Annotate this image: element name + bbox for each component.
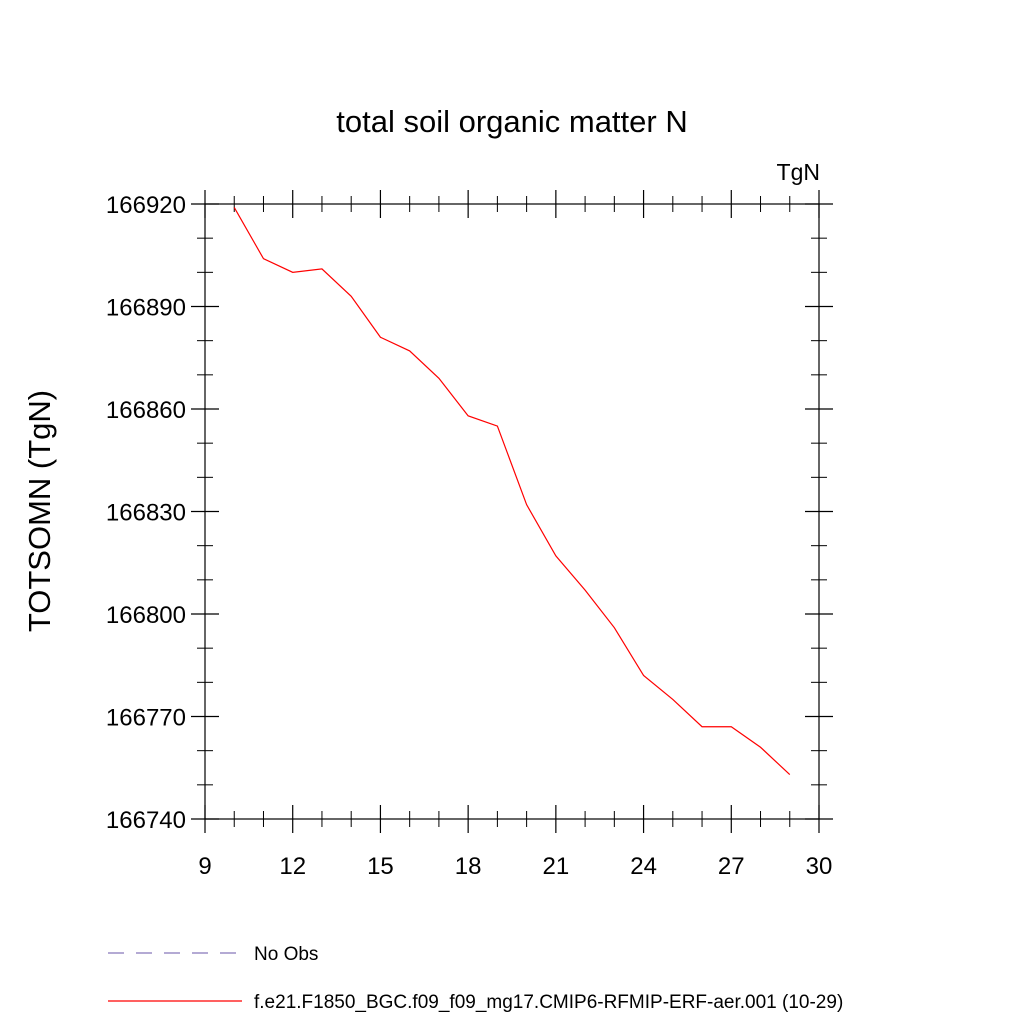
y-tick-label: 166830 [106, 500, 186, 527]
x-tick-label: 15 [367, 853, 394, 880]
units-label: TgN [777, 159, 820, 185]
y-tick-label: 166770 [106, 705, 186, 732]
x-tick-label: 27 [718, 853, 745, 880]
chart-title: total soil organic matter N [336, 104, 687, 139]
x-tick-label: 24 [630, 853, 657, 880]
legend-label-1: No Obs [254, 944, 318, 965]
y-tick-label: 166890 [106, 295, 186, 322]
legend: No Obs f.e21.F1850_BGC.f09_f09_mg17.CMIP6… [108, 944, 843, 1013]
x-tick-label: 30 [806, 853, 833, 880]
y-tick-label: 166920 [106, 192, 186, 219]
axes-group: 9 12 15 18 21 24 27 30 166740 166770 166800 166830 1… [106, 190, 833, 880]
series-line-2 [233, 207, 791, 776]
y-tick-label: 166740 [106, 807, 186, 834]
x-tick-label: 9 [198, 853, 211, 880]
y-axis-label: TOTSOMN (TgN) [22, 390, 57, 632]
x-tick-label: 12 [279, 853, 306, 880]
y-tick-label: 166860 [106, 397, 186, 424]
plot-series-group [233, 207, 791, 776]
y-tick-label: 166800 [106, 602, 186, 629]
x-tick-label: 21 [543, 853, 570, 880]
legend-label-2: f.e21.F1850_BGC.f09_f09_mg17.CMIP6-RFMIP… [254, 992, 843, 1013]
x-tick-label: 18 [455, 853, 482, 880]
